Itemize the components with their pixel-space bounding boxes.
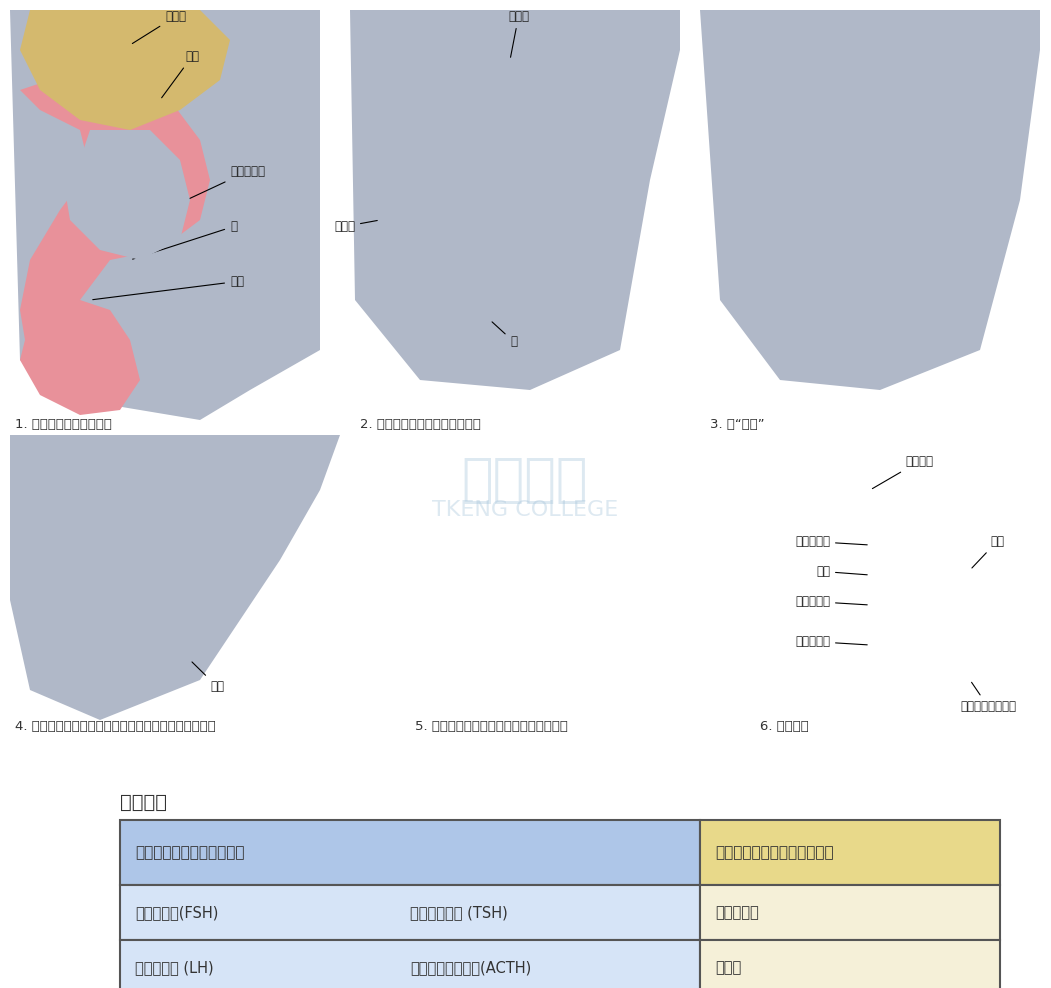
Text: 垂体中间部: 垂体中间部	[795, 635, 867, 648]
Text: 卵泡刺激素(FSH): 卵泡刺激素(FSH)	[135, 905, 219, 920]
Text: 中胚层: 中胚层	[334, 220, 377, 233]
Polygon shape	[11, 435, 341, 720]
Text: 垂体激素: 垂体激素	[120, 793, 167, 812]
Text: 5. 垂体结节部包围垂体漏斗柄（侧面观）: 5. 垂体结节部包围垂体漏斗柄（侧面观）	[415, 720, 568, 733]
Text: 促肾上腺皮质激素(ACTH): 促肾上腺皮质激素(ACTH)	[410, 960, 531, 975]
Text: 3. 袋“夹闭”: 3. 袋“夹闭”	[710, 418, 765, 431]
Text: 口凹: 口凹	[92, 275, 244, 299]
Text: 袋: 袋	[132, 220, 236, 259]
Text: 催产素: 催产素	[715, 960, 741, 975]
Polygon shape	[700, 10, 1040, 390]
Text: 口腔外胚层: 口腔外胚层	[167, 165, 265, 208]
Text: 垂体结节部: 垂体结节部	[795, 535, 867, 548]
Text: 血管加压素: 血管加压素	[715, 905, 759, 920]
Text: 漏斗部: 漏斗部	[508, 10, 529, 57]
Text: 大脑: 大脑	[162, 50, 199, 98]
Polygon shape	[20, 300, 140, 415]
Text: 2. 袋的颈部通过中胚层发育收缩: 2. 袋的颈部通过中胚层发育收缩	[360, 418, 481, 431]
Text: 垂体远侧部腺垂体: 垂体远侧部腺垂体	[960, 683, 1016, 713]
Text: 漏斗部: 漏斗部	[132, 10, 186, 43]
Text: 腾康学院: 腾康学院	[461, 454, 589, 506]
Text: 丛垂体后叶分泌（神经垂体）: 丛垂体后叶分泌（神经垂体）	[715, 845, 833, 860]
Polygon shape	[20, 80, 210, 400]
Polygon shape	[65, 130, 190, 260]
Bar	[120, 820, 700, 885]
Text: 垂体神经部: 垂体神经部	[795, 595, 867, 608]
Polygon shape	[20, 10, 230, 130]
Text: 袋: 袋	[492, 322, 517, 348]
Text: 从垂体前叶分泌（腺垂体）: 从垂体前叶分泌（腺垂体）	[135, 845, 245, 860]
Text: 裂隙: 裂隙	[972, 535, 1004, 568]
Bar	[700, 940, 1000, 988]
Text: 4. 突入的囊形成垂体远侧部、垂体中间部和垂体结节部: 4. 突入的囊形成垂体远侧部、垂体中间部和垂体结节部	[15, 720, 215, 733]
Text: 1. 袋开始行成并漏斗形成: 1. 袋开始行成并漏斗形成	[15, 418, 111, 431]
Text: 螺窦: 螺窦	[192, 662, 224, 693]
Bar	[700, 885, 1000, 940]
Text: 正中隆起: 正中隆起	[872, 455, 933, 489]
Text: 漏斗: 漏斗	[816, 565, 867, 578]
Bar	[120, 885, 700, 940]
Text: 促甲状腺激素 (TSH): 促甲状腺激素 (TSH)	[410, 905, 508, 920]
Text: TKENG COLLEGE: TKENG COLLEGE	[432, 500, 618, 520]
Text: 6. 成熟状态: 6. 成熟状态	[760, 720, 809, 733]
Polygon shape	[11, 10, 320, 420]
Bar	[700, 820, 1000, 885]
Polygon shape	[350, 10, 680, 390]
Text: 黄体生成素 (LH): 黄体生成素 (LH)	[135, 960, 213, 975]
Bar	[120, 940, 700, 988]
